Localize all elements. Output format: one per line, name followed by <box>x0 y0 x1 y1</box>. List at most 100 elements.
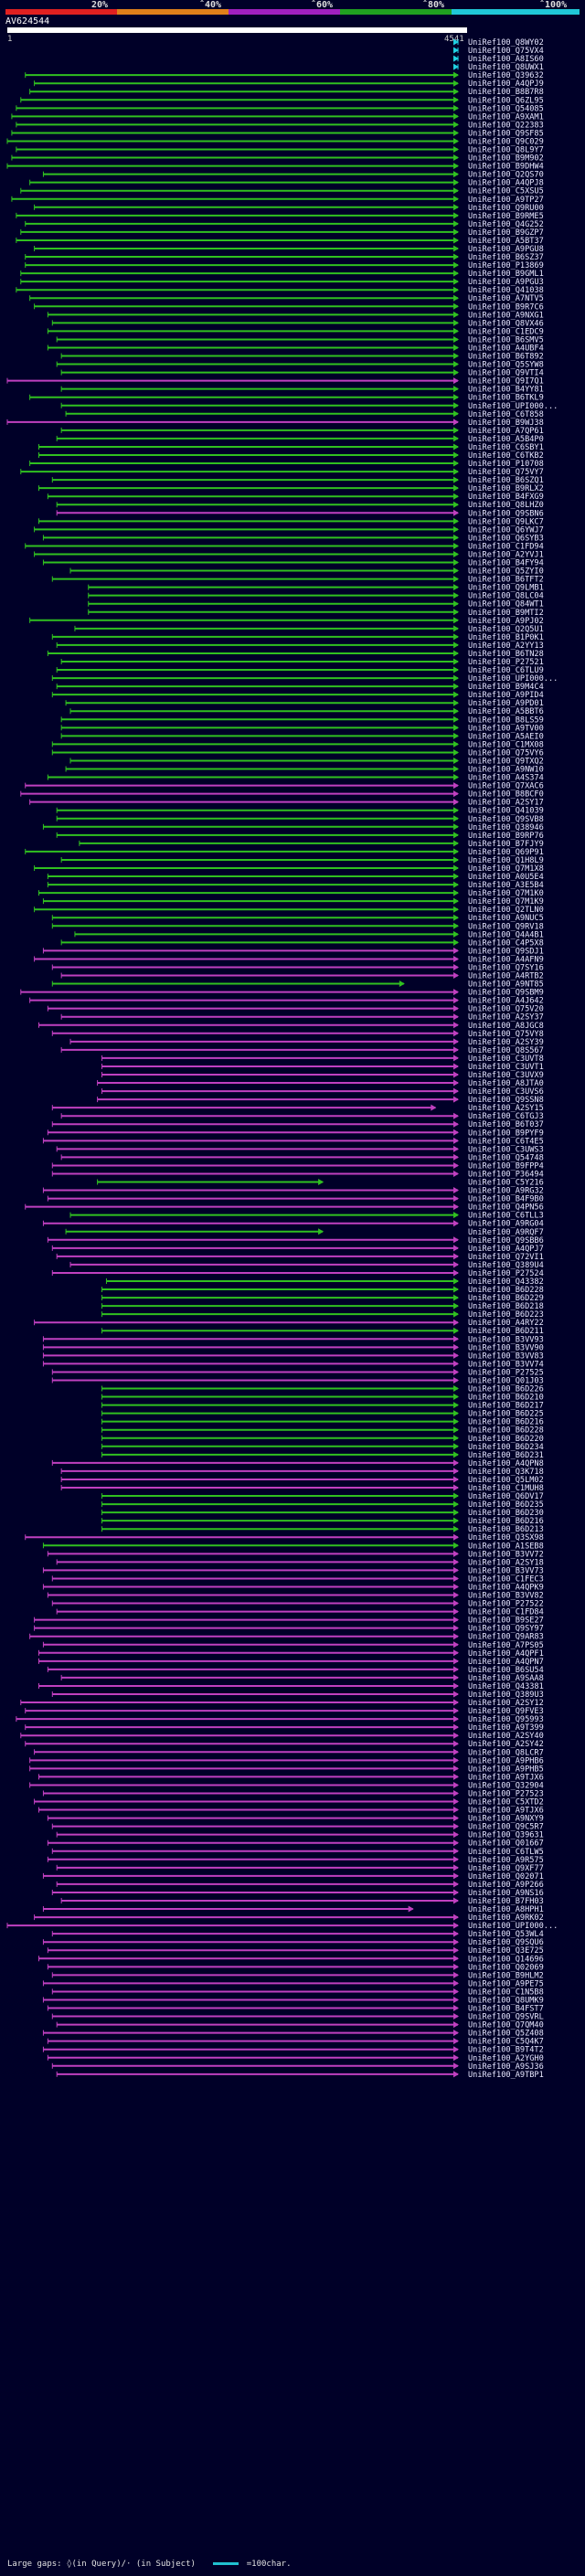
hit-label[interactable]: UniRef100_Q4A4B1 <box>468 930 544 939</box>
hit-row[interactable]: UniRef100_Q9SDJ1 <box>42 947 544 956</box>
hit-label[interactable]: UniRef100_Q72VI1 <box>468 1253 544 1262</box>
hit-label[interactable]: UniRef100_Q9LKC7 <box>468 517 544 526</box>
hit-row[interactable]: UniRef100_B6D216 <box>101 1418 544 1427</box>
hit-label[interactable]: UniRef100_B6T892 <box>468 353 544 362</box>
hit-row[interactable]: UniRef100_Q38946 <box>42 823 544 832</box>
hit-row[interactable]: UniRef100_A9P266 <box>56 1881 544 1890</box>
hit-row[interactable]: UniRef100_A9NXG1 <box>47 311 544 320</box>
hit-label[interactable]: UniRef100_Q8LHZ0 <box>468 501 544 510</box>
hit-row[interactable]: UniRef100_A9NT85 <box>51 981 544 990</box>
hit-row[interactable]: UniRef100_A9PGU8 <box>34 245 544 254</box>
hit-label[interactable]: UniRef100_Q8S567 <box>468 1046 544 1055</box>
hit-row[interactable]: UniRef100_A8JGC8 <box>38 1022 544 1031</box>
hit-row[interactable]: UniRef100_B6D210 <box>101 1394 544 1403</box>
hit-label[interactable]: UniRef100_C1FEC3 <box>468 1574 544 1584</box>
hit-row[interactable]: UniRef100_Q6SYB3 <box>42 534 544 543</box>
hit-label[interactable]: UniRef100_Q75VX4 <box>468 47 544 56</box>
hit-label[interactable]: UniRef100_Q75VY8 <box>468 1030 544 1039</box>
hit-row[interactable]: UniRef100_P13869 <box>25 261 544 270</box>
hit-label[interactable]: UniRef100_B3VV93 <box>468 1335 544 1344</box>
hit-label[interactable]: UniRef100_Q5SYW8 <box>468 361 544 370</box>
hit-row[interactable]: UniRef100_UPI000... <box>6 1922 558 1931</box>
hit-label[interactable]: UniRef100_Q5LM02 <box>468 1476 544 1485</box>
hit-row[interactable]: UniRef100_Q9VTI4 <box>60 369 544 378</box>
hit-row[interactable]: UniRef100_B9RLX2 <box>38 484 544 493</box>
hit-label[interactable]: UniRef100_Q7SY16 <box>468 963 544 972</box>
hit-label[interactable]: UniRef100_C5XSU5 <box>468 187 544 196</box>
hit-label[interactable]: UniRef100_B9RP76 <box>468 832 544 841</box>
hit-label[interactable]: UniRef100_P27522 <box>468 1600 544 1609</box>
hit-row[interactable]: UniRef100_C6T858 <box>65 410 544 419</box>
hit-label[interactable]: UniRef100_A0U5E4 <box>468 873 544 882</box>
hit-label[interactable]: UniRef100_C5XTD2 <box>468 1798 544 1807</box>
hit-row[interactable]: UniRef100_A2SY18 <box>56 1558 544 1567</box>
hit-label[interactable]: UniRef100_B6T037 <box>468 1120 544 1129</box>
hit-row[interactable]: UniRef100_Q7XAC6 <box>25 782 544 791</box>
hit-label[interactable]: UniRef100_A9NXY9 <box>468 1815 544 1824</box>
hit-row[interactable]: UniRef100_P27521 <box>60 658 544 667</box>
hit-row[interactable]: UniRef100_Q9SBB6 <box>47 1236 544 1246</box>
hit-label[interactable]: UniRef100_Q75VY6 <box>468 748 544 758</box>
hit-row[interactable]: UniRef100_B6TKL9 <box>29 394 544 403</box>
hit-row[interactable]: UniRef100_A7NTV5 <box>29 294 544 303</box>
hit-row[interactable]: UniRef100_Q8S567 <box>60 1046 544 1055</box>
hit-row[interactable]: UniRef100_Q8VX46 <box>51 319 544 328</box>
hit-row[interactable]: UniRef100_Q6DV17 <box>101 1492 544 1501</box>
hit-label[interactable]: UniRef100_Q01J03 <box>468 1376 544 1385</box>
hit-label[interactable]: UniRef100_B6D217 <box>468 1402 544 1411</box>
hit-row[interactable]: UniRef100_Q9SBN6 <box>56 509 544 518</box>
hit-row[interactable]: UniRef100_Q9SY97 <box>34 1625 544 1634</box>
hit-label[interactable]: UniRef100_B9T4T2 <box>468 2046 544 2055</box>
hit-row[interactable]: UniRef100_Q02069 <box>47 1963 544 1972</box>
hit-label[interactable]: UniRef100_C1EDC9 <box>468 327 544 336</box>
hit-label[interactable]: UniRef100_Q4G252 <box>468 220 544 229</box>
hit-row[interactable]: UniRef100_Q39631 <box>56 1831 544 1840</box>
hit-row[interactable]: UniRef100_Q8L9Y7 <box>16 146 544 155</box>
hit-label[interactable]: UniRef100_P27521 <box>468 658 544 667</box>
hit-row[interactable]: UniRef100_A2YY13 <box>56 641 544 651</box>
hit-row[interactable]: UniRef100_B3VV73 <box>42 1566 544 1575</box>
hit-row[interactable]: UniRef100_A4RTB2 <box>60 972 544 981</box>
hit-label[interactable]: UniRef100_B6TFT2 <box>468 576 544 585</box>
hit-label[interactable]: UniRef100_B9HLM2 <box>468 1971 544 1980</box>
hit-label[interactable]: UniRef100_A2SY12 <box>468 1699 544 1708</box>
hit-row[interactable]: UniRef100_A9R575 <box>47 1856 544 1865</box>
hit-row[interactable]: UniRef100_Q3K718 <box>60 1468 544 1477</box>
hit-row[interactable]: UniRef100_B6SZQ1 <box>51 476 544 485</box>
hit-label[interactable]: UniRef100_B6SZQ1 <box>468 476 544 485</box>
hit-row[interactable]: UniRef100_A9NXY9 <box>47 1815 544 1824</box>
hit-row[interactable]: UniRef100_A5BT37 <box>16 237 544 246</box>
hit-row[interactable]: UniRef100_B9GML1 <box>20 270 544 279</box>
hit-row[interactable]: UniRef100_C3UWS3 <box>56 1145 544 1154</box>
hit-row[interactable]: UniRef100_Q5Z408 <box>42 2030 544 2039</box>
hit-row[interactable]: UniRef100_C3UVX9 <box>101 1071 544 1080</box>
hit-row[interactable]: UniRef100_B4FXG9 <box>47 493 544 502</box>
hit-label[interactable]: UniRef100_A4QPF1 <box>468 1649 544 1659</box>
hit-label[interactable]: UniRef100_B6SMV5 <box>468 335 544 345</box>
hit-label[interactable]: UniRef100_C1MUH8 <box>468 1484 544 1493</box>
hit-label[interactable]: UniRef100_C4P5X8 <box>468 938 544 948</box>
hit-label[interactable]: UniRef100_Q5Z408 <box>468 2030 544 2039</box>
hit-row[interactable]: UniRef100_A4J642 <box>29 997 544 1006</box>
hit-label[interactable]: UniRef100_C3UWS3 <box>468 1145 544 1154</box>
hit-label[interactable]: UniRef100_Q9I7Q1 <box>468 377 544 387</box>
hit-row[interactable]: UniRef100_B3VV74 <box>42 1360 544 1369</box>
hit-row[interactable]: UniRef100_C1FEC3 <box>51 1574 544 1584</box>
hit-row[interactable]: UniRef100_B3VV90 <box>42 1343 544 1352</box>
hit-row[interactable]: UniRef100_B9DHW4 <box>6 163 544 172</box>
hit-label[interactable]: UniRef100_A5BT37 <box>468 237 544 246</box>
hit-row[interactable]: UniRef100_C6TLW5 <box>51 1848 544 1857</box>
hit-label[interactable]: UniRef100_B8BCF0 <box>468 790 544 800</box>
hit-label[interactable]: UniRef100_Q8LCR7 <box>468 1748 544 1757</box>
hit-row[interactable]: UniRef100_A9RG04 <box>42 1220 544 1229</box>
hit-row[interactable]: UniRef100_Q8LC04 <box>88 592 544 601</box>
hit-label[interactable]: UniRef100_Q41039 <box>468 807 544 816</box>
hit-row[interactable]: UniRef100_B7FJY9 <box>79 840 544 849</box>
hit-label[interactable]: UniRef100_A9PGU3 <box>468 278 544 287</box>
hit-label[interactable]: UniRef100_C1FD84 <box>468 1608 544 1617</box>
hit-label[interactable]: UniRef100_C1MX08 <box>468 740 544 749</box>
hit-row[interactable]: UniRef100_C3UVS6 <box>101 1087 544 1097</box>
hit-label[interactable]: UniRef100_A9SJ36 <box>468 2062 544 2072</box>
hit-row[interactable]: UniRef100_Q2TLN0 <box>34 906 544 915</box>
hit-label[interactable]: UniRef100_Q53WL4 <box>468 1930 544 1939</box>
